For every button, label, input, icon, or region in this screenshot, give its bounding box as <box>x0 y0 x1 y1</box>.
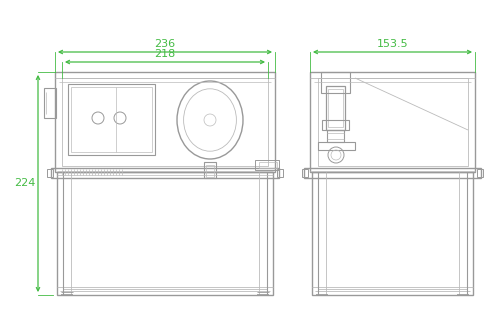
Bar <box>204 162 216 178</box>
Bar <box>477 169 483 177</box>
Bar <box>277 169 283 177</box>
Bar <box>310 72 475 172</box>
Text: 218: 218 <box>154 49 175 59</box>
Bar <box>255 160 279 170</box>
Bar <box>57 172 273 295</box>
Bar <box>321 72 350 93</box>
Bar <box>206 165 214 177</box>
Bar <box>328 89 343 127</box>
Bar <box>44 88 56 118</box>
Bar <box>51 168 279 178</box>
Bar <box>322 120 349 130</box>
Bar <box>63 178 267 289</box>
Bar <box>312 172 473 295</box>
Bar <box>304 168 481 178</box>
Text: 224: 224 <box>14 179 35 188</box>
Text: 153.5: 153.5 <box>377 39 408 49</box>
Bar <box>71 87 152 152</box>
Bar <box>55 72 275 172</box>
Bar <box>47 169 53 177</box>
Text: 236: 236 <box>154 39 175 49</box>
Bar <box>302 169 308 177</box>
Bar <box>318 78 468 166</box>
Bar <box>318 178 467 289</box>
Bar <box>68 84 155 155</box>
Bar <box>327 130 344 142</box>
Bar <box>326 86 345 130</box>
Bar <box>259 162 277 168</box>
Bar <box>62 78 268 166</box>
Bar <box>318 142 355 150</box>
